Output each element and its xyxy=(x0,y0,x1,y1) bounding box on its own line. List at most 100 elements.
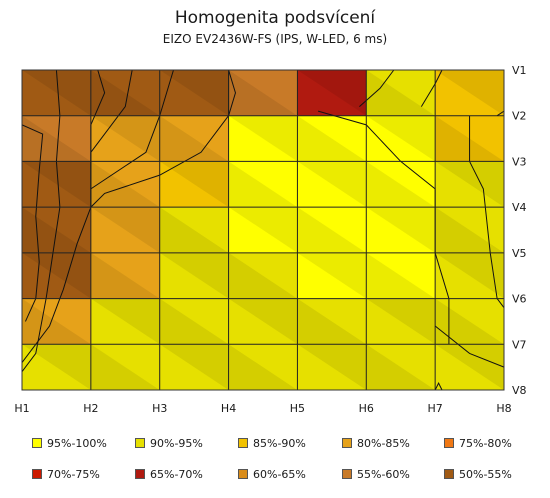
heatmap-facet xyxy=(366,115,436,162)
heatmap-cell xyxy=(435,161,505,208)
heatmap-cell xyxy=(435,298,505,345)
heatmap-cell xyxy=(297,207,367,254)
x-tick-label: H6 xyxy=(359,402,374,415)
heatmap-cell xyxy=(297,115,367,162)
heatmap-cell xyxy=(297,70,367,117)
plot-frame xyxy=(21,69,505,391)
heatmap-facet xyxy=(90,115,160,162)
heatmap-cell xyxy=(366,252,436,300)
heatmap-facet xyxy=(435,70,504,116)
x-tick-label: H1 xyxy=(14,402,29,415)
heatmap-facet xyxy=(228,344,298,390)
x-tick-label: H4 xyxy=(221,402,236,415)
heatmap-cell xyxy=(159,344,230,391)
heatmap-facet xyxy=(435,207,504,253)
chart-subtitle: EIZO EV2436W-FS (IPS, W-LED, 6 ms) xyxy=(162,32,388,46)
heatmap-cell xyxy=(366,115,436,162)
heatmap-facet xyxy=(90,298,160,345)
y-tick-label: V7 xyxy=(512,338,527,351)
heatmap-facet xyxy=(228,70,298,116)
heatmap-cell xyxy=(22,344,92,391)
heatmap-facet xyxy=(366,70,436,116)
heatmap-cell xyxy=(366,70,436,117)
heatmap-facet xyxy=(90,207,160,253)
heatmap-cell xyxy=(90,298,161,345)
heatmap-cell xyxy=(228,252,298,300)
heatmap-cell xyxy=(435,207,505,254)
heatmap-facet xyxy=(297,70,367,116)
contour-line xyxy=(469,115,505,309)
heatmap-cell xyxy=(90,207,161,254)
heatmap-facet xyxy=(228,207,298,253)
y-tick-label: V3 xyxy=(512,155,527,168)
heatmap-facet xyxy=(228,252,298,299)
heatmap-facet xyxy=(435,252,504,299)
heatmap-cell xyxy=(228,115,298,162)
heatmap-cell xyxy=(297,161,367,208)
y-tick-label: V6 xyxy=(512,293,527,306)
heatmap-cell xyxy=(159,115,230,162)
y-tick-label: V8 xyxy=(512,384,527,397)
heatmap-facet xyxy=(159,115,229,162)
x-tick-label: H8 xyxy=(496,402,511,415)
heatmap-cells xyxy=(22,70,505,391)
heatmap-facet xyxy=(297,115,367,162)
heatmap-cell xyxy=(297,252,367,300)
heatmap-cell xyxy=(297,298,367,345)
heatmap-facet xyxy=(366,252,436,299)
chart-title: Homogenita podsvícení xyxy=(174,8,376,28)
heatmap-cell xyxy=(228,161,298,208)
heatmap-facet xyxy=(228,161,298,208)
contour-line xyxy=(228,69,236,116)
y-axis-ticks: V1 V2 V3 V4 V5 V6 V7 V8 xyxy=(512,64,527,397)
heatmap-cell xyxy=(228,344,298,391)
heatmap-cell xyxy=(159,252,230,300)
heatmap-facet xyxy=(22,344,91,390)
heatmap-facet xyxy=(366,207,436,253)
grid-lines xyxy=(22,70,504,390)
heatmap-facet xyxy=(159,70,229,116)
heatmap-cell xyxy=(90,344,161,391)
heatmap-facet xyxy=(297,298,367,345)
heatmap-cell xyxy=(366,298,436,345)
heatmap-cell xyxy=(90,252,161,300)
heatmap-facet xyxy=(366,161,436,208)
heatmap-cell xyxy=(297,344,367,391)
x-tick-label: H2 xyxy=(83,402,98,415)
contour-line xyxy=(434,325,505,368)
y-tick-label: V1 xyxy=(512,64,527,77)
contour-line xyxy=(90,69,174,190)
heatmap-facet xyxy=(297,207,367,253)
heatmap-facet xyxy=(366,298,436,345)
heatmap-cell xyxy=(90,161,161,208)
heatmap-facet xyxy=(159,252,229,299)
x-tick-label: H5 xyxy=(290,402,305,415)
y-tick-label: V2 xyxy=(512,110,527,123)
heatmap-cell xyxy=(366,344,436,391)
heatmap-cell xyxy=(366,161,436,208)
heatmap-facet xyxy=(297,252,367,299)
heatmap-facet xyxy=(228,115,298,162)
heatmap-facet xyxy=(90,252,160,299)
heatmap-cell xyxy=(435,344,505,391)
heatmap-facet xyxy=(159,207,229,253)
heatmap-facet xyxy=(435,344,504,390)
heatmap-cell xyxy=(159,298,230,345)
heatmap-cell xyxy=(228,70,298,117)
heatmap-facet xyxy=(22,115,91,162)
heatmap-cell xyxy=(228,298,298,345)
heatmap-cell xyxy=(228,207,298,254)
heatmap-facet xyxy=(22,70,91,116)
heatmap-facet xyxy=(159,161,229,208)
heatmap-cell xyxy=(366,207,436,254)
heatmap-facet xyxy=(159,298,229,345)
heatmap-facet xyxy=(435,298,504,345)
contour-line xyxy=(496,110,505,117)
heatmap-facet xyxy=(90,161,160,208)
contour-line xyxy=(434,382,443,391)
contour-line xyxy=(90,69,230,209)
heatmap-cell xyxy=(435,70,505,117)
heatmap-cell xyxy=(90,70,161,117)
heatmap-facet xyxy=(435,161,504,208)
